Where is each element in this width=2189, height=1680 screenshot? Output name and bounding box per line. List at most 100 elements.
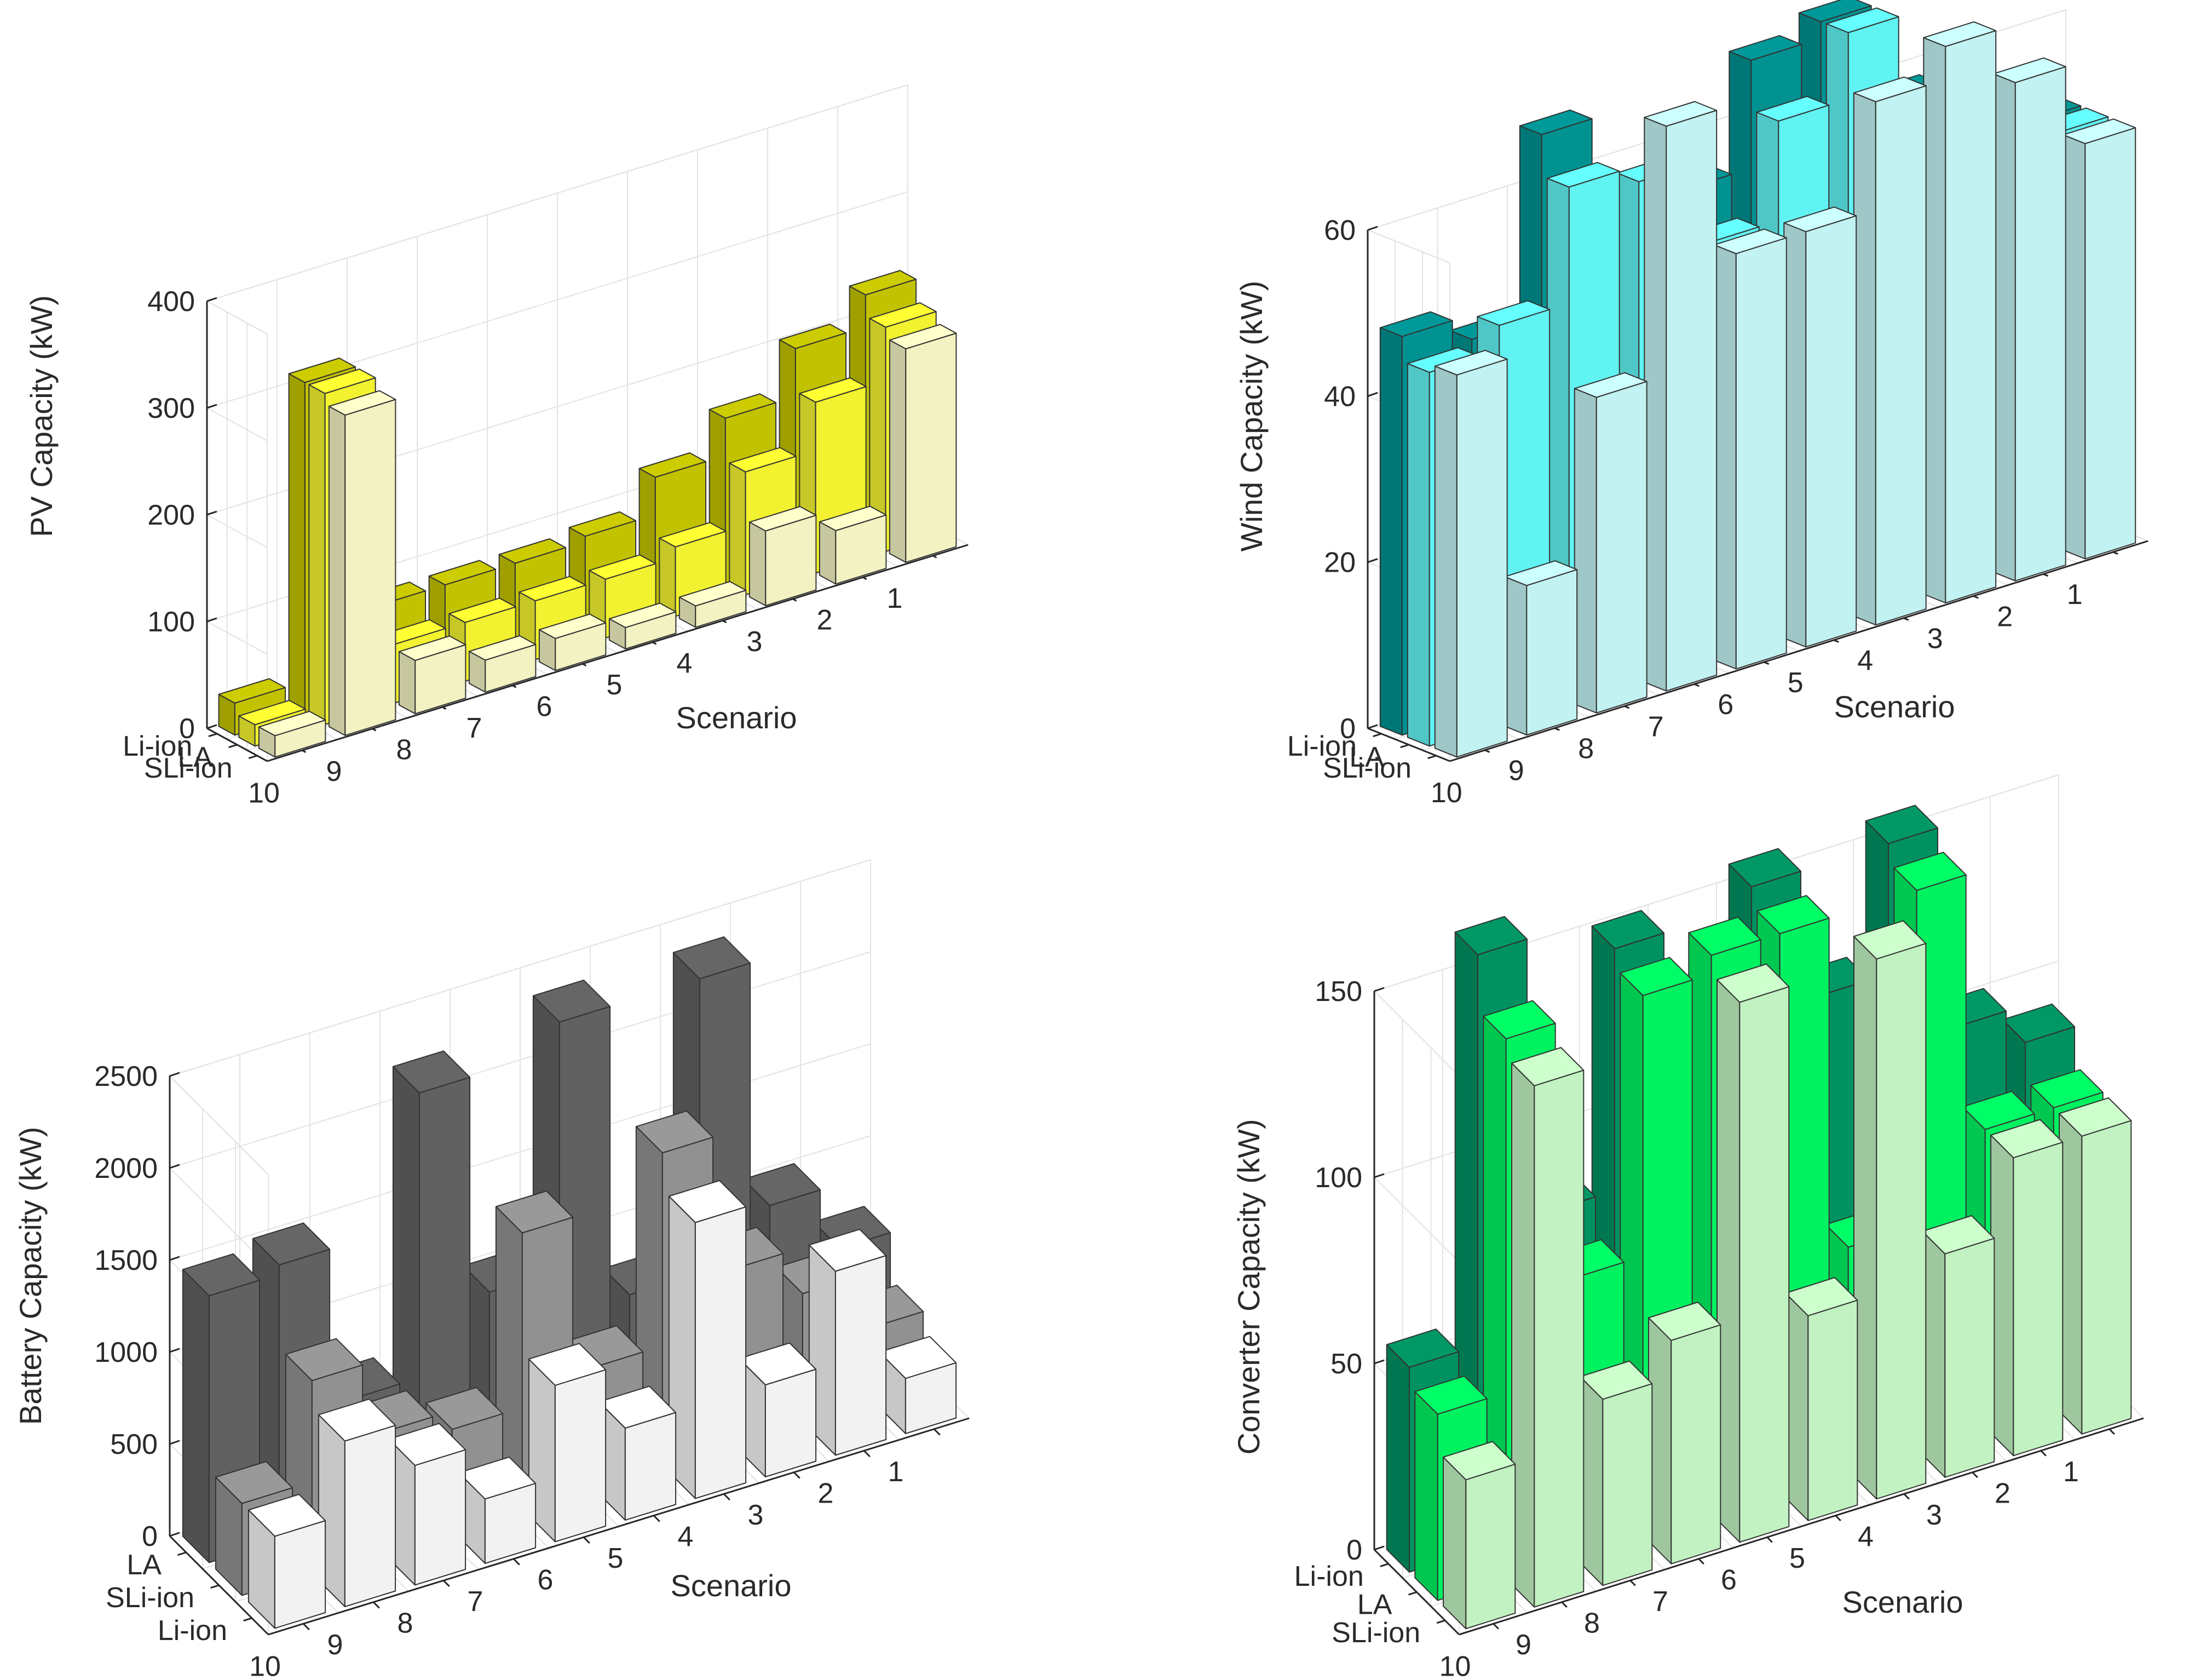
scenario-tick-label: 7	[468, 1586, 483, 1618]
bar-sli-ion-scenario-2	[1992, 57, 2066, 582]
bar-li-ion-scenario-6	[528, 1343, 607, 1543]
bar-sli-ion-scenario-9	[328, 390, 396, 736]
bar-sli-ion-scenario-8	[1574, 372, 1647, 714]
scenario-tick-label: 10	[1439, 1650, 1471, 1680]
scenario-tick-label: 3	[1927, 623, 1943, 655]
series-tick-label: LA	[1357, 1589, 1392, 1621]
x-axis-title: Scenario	[1842, 1585, 1963, 1619]
z-tick-label: 1500	[94, 1245, 158, 1276]
scenario-tick-label: 1	[2063, 1456, 2079, 1488]
series-tick-label: Li-ion	[1294, 1561, 1364, 1592]
scenario-tick-label: 10	[248, 777, 280, 809]
bar-sli-ion-scenario-10	[258, 711, 326, 758]
scenario-tick-label: 6	[538, 1564, 554, 1596]
bar-sli-ion-scenario-7	[468, 635, 537, 693]
bar-sli-ion-scenario-8	[1580, 1360, 1653, 1586]
bar-li-ion-scenario-5	[598, 1385, 677, 1521]
bars	[182, 936, 957, 1629]
z-tick-label: 400	[147, 286, 195, 318]
z-tick-label: 1000	[94, 1337, 158, 1368]
bar-li-ion-scenario-2	[808, 1229, 887, 1456]
scenario-tick-label: 9	[1516, 1629, 1531, 1661]
z-axis-title: PV Capacity (kW)	[24, 295, 59, 537]
scenario-tick-label: 9	[326, 756, 342, 787]
bar-li-ion-scenario-9	[318, 1399, 396, 1607]
bar-sli-ion-scenario-6	[538, 613, 607, 671]
z-tick-label: 150	[1315, 976, 1362, 1008]
scenario-tick-label: 7	[1652, 1586, 1668, 1618]
chart-panel-3: 0 500 1000 1500 2000 2500 10 9 8 7 6 5 4 3 2 1 Li-ionSLi…	[13, 859, 970, 1680]
bar-li-ion-scenario-7	[458, 1456, 537, 1564]
scenario-tick-label: 6	[1721, 1564, 1737, 1596]
x-axis	[268, 1417, 970, 1636]
series-tick-label: SLi-ion	[144, 752, 233, 784]
bar-sli-ion-scenario-2	[819, 505, 887, 585]
bar-sli-ion-scenario-10	[1443, 1441, 1516, 1630]
bar-li-ion-scenario-3	[738, 1342, 817, 1477]
z-tick-label: 300	[147, 393, 195, 424]
z-tick-label: 40	[1324, 381, 1356, 412]
z-axis-title: Battery Capacity (kW)	[13, 1127, 48, 1425]
z-tick-label: 60	[1324, 215, 1356, 246]
series-tick-label: Li-ion	[123, 730, 192, 762]
scenario-tick-label: 2	[1995, 1477, 2011, 1509]
bar-sli-ion-scenario-10	[1434, 349, 1508, 758]
scenario-tick-label: 4	[677, 647, 693, 679]
series-tick-label: Li-ion	[1287, 730, 1357, 762]
series-tick-label: LA	[1349, 741, 1384, 773]
z-tick-label: 0	[179, 713, 195, 745]
bar-la-scenario-7	[392, 1050, 471, 1498]
x-axis	[267, 544, 969, 762]
scenario-tick-label: 2	[1997, 601, 2013, 632]
x-axis-title: Scenario	[676, 700, 797, 735]
bar-sli-ion-scenario-7	[1644, 101, 1718, 692]
bar-sli-ion-scenario-4	[678, 581, 747, 628]
bar-sli-ion-scenario-9	[1511, 1047, 1585, 1608]
scenario-tick-label: 1	[888, 1456, 904, 1488]
series-tick-label: LA	[177, 741, 212, 773]
scenario-tick-label: 4	[1858, 1521, 1874, 1552]
bar-sli-ion-scenario-1	[2059, 1097, 2132, 1435]
z-tick-label: 0	[1340, 713, 1356, 745]
z-axis-title: Converter Capacity (kW)	[1231, 1119, 1266, 1454]
scenario-tick-label: 10	[1431, 777, 1462, 809]
z-tick-label: 2000	[94, 1153, 158, 1184]
z-tick-label: 0	[142, 1521, 158, 1552]
scenario-tick-label: 5	[1789, 1543, 1805, 1574]
bar-li-ion-scenario-8	[388, 1423, 466, 1586]
series-tick-label: Li-ion	[158, 1615, 227, 1647]
scenario-tick-label: 10	[249, 1650, 281, 1680]
scenario-tick-label: 4	[1857, 645, 1873, 677]
x-axis	[1459, 1417, 2144, 1636]
bar-sli-ion-scenario-3	[1922, 1215, 1995, 1478]
bar-li-ion-scenario-1	[878, 1336, 957, 1434]
bars	[218, 270, 957, 758]
bar-sli-ion-scenario-4	[1853, 76, 1927, 626]
scenario-tick-label: 2	[817, 604, 833, 636]
bar-sli-ion-scenario-1	[889, 324, 957, 563]
bar-sli-ion-scenario-5	[1783, 206, 1857, 648]
scenario-tick-label: 1	[887, 583, 903, 614]
bar-sli-ion-scenario-7	[1648, 1302, 1721, 1564]
bar-sli-ion-scenario-9	[1504, 560, 1578, 736]
z-tick-label: 20	[1324, 547, 1356, 579]
scenario-tick-label: 3	[1926, 1499, 1942, 1531]
scenario-tick-label: 5	[1788, 667, 1804, 699]
scenario-tick-label: 7	[466, 712, 482, 744]
z-tick-label: 50	[1330, 1348, 1362, 1380]
bar-sli-ion-scenario-5	[1785, 1277, 1858, 1521]
z-tick-label: 100	[1315, 1162, 1362, 1194]
bar-sli-ion-scenario-5	[608, 602, 677, 649]
scenario-tick-label: 9	[327, 1629, 343, 1661]
series-tick-label: SLi-ion	[1323, 752, 1412, 784]
scenario-tick-label: 2	[818, 1477, 834, 1509]
bar-sli-ion-scenario-3	[1923, 21, 1997, 603]
scenario-tick-label: 8	[1584, 1607, 1600, 1639]
scenario-tick-label: 4	[678, 1521, 694, 1552]
scenario-tick-label: 9	[1508, 755, 1524, 787]
